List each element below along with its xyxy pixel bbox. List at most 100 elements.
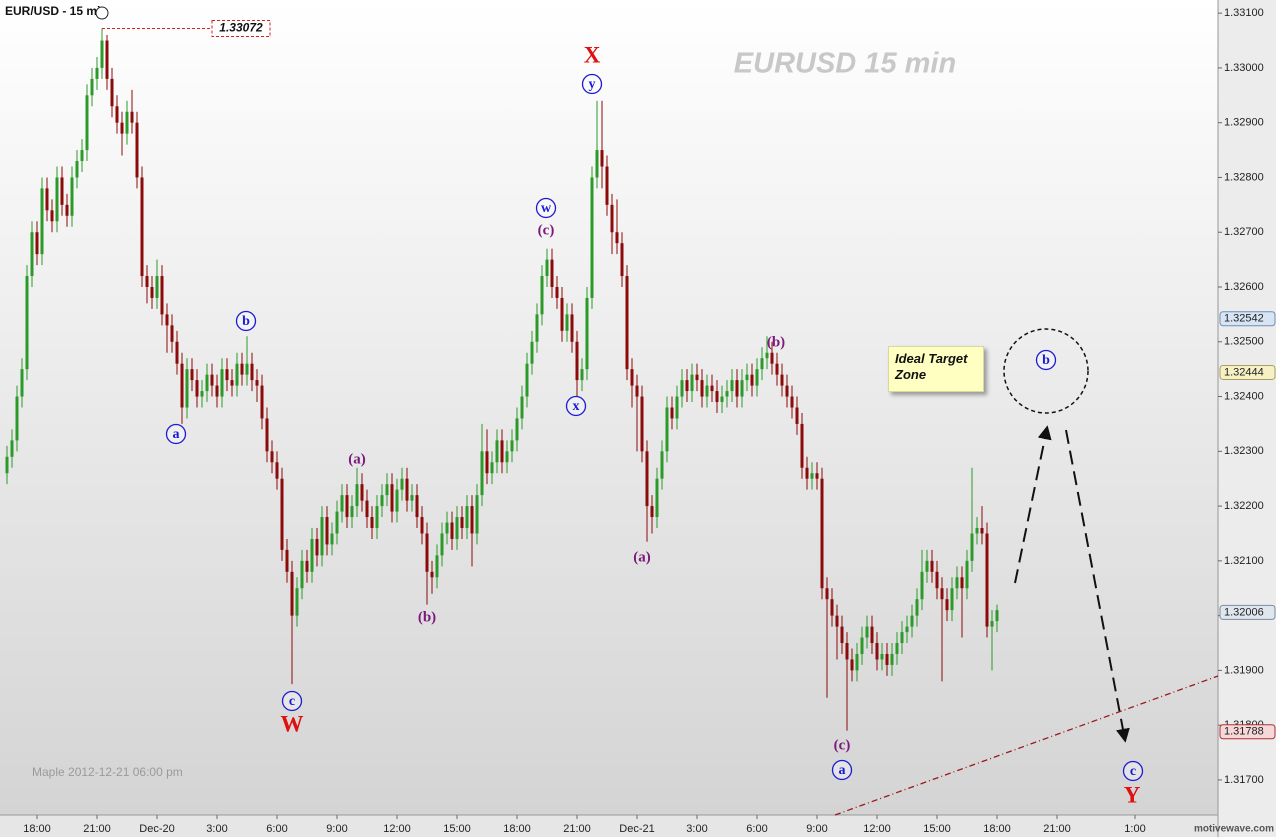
candle-body bbox=[880, 653, 884, 660]
candle-body bbox=[970, 533, 974, 561]
wave-label: b bbox=[242, 314, 250, 329]
candle-body bbox=[830, 599, 834, 616]
candle-body bbox=[850, 659, 854, 671]
candle-body bbox=[660, 451, 664, 479]
wave-label: Y bbox=[1124, 782, 1141, 807]
candle-body bbox=[450, 522, 454, 539]
candle-body bbox=[525, 363, 529, 397]
candle-body bbox=[725, 391, 729, 397]
candle-body bbox=[15, 396, 19, 441]
candle-body bbox=[60, 177, 64, 205]
candle-body bbox=[210, 374, 214, 386]
candle-body bbox=[735, 380, 739, 397]
candle-body bbox=[120, 122, 124, 134]
candle-body bbox=[125, 111, 129, 134]
price-marker-label: 1.32444 bbox=[1224, 366, 1264, 378]
candle-body bbox=[315, 538, 319, 556]
candle-body bbox=[150, 287, 154, 298]
candle-body bbox=[555, 287, 559, 298]
candle-body bbox=[770, 352, 774, 364]
candle-body bbox=[70, 177, 74, 216]
candle-body bbox=[865, 626, 869, 638]
wave-label: y bbox=[589, 77, 596, 92]
candle-body bbox=[10, 440, 14, 457]
candle-body bbox=[480, 451, 484, 496]
candle-body bbox=[40, 188, 44, 255]
candle-body bbox=[950, 588, 954, 611]
candle-body bbox=[790, 396, 794, 408]
candle-body bbox=[45, 188, 49, 211]
candle-body bbox=[105, 40, 109, 79]
candle-body bbox=[350, 506, 354, 518]
wave-label: W bbox=[281, 711, 304, 736]
candle-body bbox=[590, 177, 594, 298]
candle-body bbox=[690, 374, 694, 392]
candle-body bbox=[340, 495, 344, 512]
x-tick-label: 6:00 bbox=[266, 823, 287, 835]
candle-body bbox=[335, 511, 339, 534]
candle-body bbox=[765, 352, 769, 359]
candle-body bbox=[510, 440, 514, 452]
candle-body bbox=[685, 380, 689, 392]
candle-body bbox=[75, 161, 79, 178]
candle-body bbox=[940, 588, 944, 600]
x-tick-label: 9:00 bbox=[326, 823, 347, 835]
candle-body bbox=[465, 506, 469, 528]
wave-label: a bbox=[173, 427, 180, 442]
candle-body bbox=[730, 380, 734, 392]
candle-body bbox=[115, 106, 119, 123]
y-tick-label: 1.32500 bbox=[1224, 336, 1264, 348]
candle-body bbox=[705, 385, 709, 397]
wave-label: (c) bbox=[834, 737, 851, 753]
y-tick-label: 1.32900 bbox=[1224, 117, 1264, 129]
candle-body bbox=[540, 276, 544, 315]
candle-body bbox=[310, 538, 314, 572]
candle-body bbox=[435, 555, 439, 578]
x-tick-label: 15:00 bbox=[443, 823, 471, 835]
candle-body bbox=[365, 500, 369, 518]
candle-body bbox=[230, 380, 234, 386]
candle-body bbox=[305, 560, 309, 572]
candle-body bbox=[330, 533, 334, 545]
candle-body bbox=[960, 577, 964, 589]
candle-body bbox=[270, 451, 274, 463]
candle-body bbox=[635, 385, 639, 397]
candle-body bbox=[780, 374, 784, 386]
candle-body bbox=[380, 495, 384, 507]
chart-title: EUR/USD - 15 min bbox=[5, 4, 108, 18]
candle-body bbox=[920, 571, 924, 600]
candle-body bbox=[190, 369, 194, 381]
candle-body bbox=[650, 506, 654, 518]
candle-body bbox=[750, 374, 754, 386]
candle-body bbox=[385, 484, 389, 496]
candle-body bbox=[630, 369, 634, 386]
candle-body bbox=[875, 643, 879, 660]
candle-body bbox=[575, 341, 579, 381]
candle-body bbox=[245, 363, 249, 375]
wave-label: X bbox=[584, 42, 601, 67]
high-marker-box bbox=[211, 19, 271, 37]
candle-body bbox=[530, 341, 534, 364]
wave-label: (a) bbox=[633, 549, 651, 565]
candle-body bbox=[460, 517, 464, 528]
candle-body bbox=[145, 276, 149, 288]
x-tick-label: 6:00 bbox=[746, 823, 767, 835]
wave-label: (c) bbox=[538, 222, 555, 238]
price-marker bbox=[1219, 724, 1276, 740]
candle-body bbox=[925, 560, 929, 572]
candle-body bbox=[485, 451, 489, 474]
x-tick-label: 21:00 bbox=[563, 823, 591, 835]
candle-body bbox=[470, 506, 474, 534]
candle-body bbox=[225, 369, 229, 381]
candle-body bbox=[745, 374, 749, 381]
candle-body bbox=[110, 78, 114, 107]
candle-body bbox=[580, 369, 584, 381]
candle-body bbox=[235, 363, 239, 386]
wave-circle bbox=[235, 310, 257, 332]
candle-body bbox=[20, 369, 24, 397]
x-tick-label: 3:00 bbox=[206, 823, 227, 835]
candle-body bbox=[915, 599, 919, 616]
candle-body bbox=[30, 232, 34, 277]
y-tick-label: 1.32800 bbox=[1224, 171, 1264, 183]
candle-body bbox=[640, 396, 644, 452]
